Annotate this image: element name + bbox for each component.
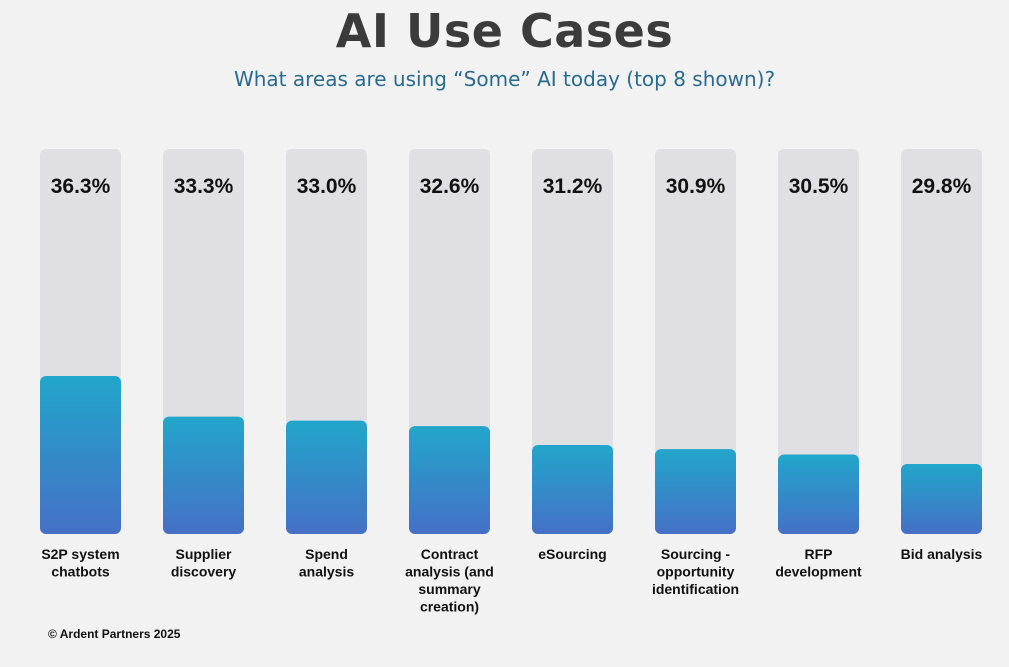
bar-track [778,149,859,534]
category-label: Supplier discovery [171,546,237,580]
category-label: Sourcing -opportunity identification [652,546,739,597]
data-label: 29.8% [912,175,972,198]
data-label: 33.0% [297,175,357,198]
bar [655,449,736,534]
category-label: S2P system chatbots [41,546,119,580]
data-label: 30.9% [666,175,726,198]
bar [409,426,490,534]
category-label: eSourcing [538,546,606,562]
chart-title: AI Use Cases [335,4,674,58]
bar-track [901,149,982,534]
bar-track [532,149,613,534]
chart-subtitle: What areas are using “Some” AI today (to… [233,67,776,91]
bars-group: 36.3% S2P system chatbots 33.3% Supplier disc… [40,149,983,615]
data-label: 31.2% [543,175,603,198]
bar [901,464,982,534]
bar [286,420,367,534]
category-label: RFP development [775,546,862,580]
category-label: Spend analysis [299,546,354,580]
data-label: 36.3% [51,175,111,198]
bar [532,445,613,534]
data-label: 33.3% [174,175,234,198]
category-label: Bid analysis [901,546,983,562]
copyright-footer: © Ardent Partners 2025 [48,627,181,641]
bar [163,416,244,534]
data-label: 30.5% [789,175,849,198]
bar-track [655,149,736,534]
category-label: Contract analysis (and summary creation) [405,546,494,615]
bar [778,454,859,534]
data-label: 32.6% [420,175,480,198]
bar [40,376,121,534]
